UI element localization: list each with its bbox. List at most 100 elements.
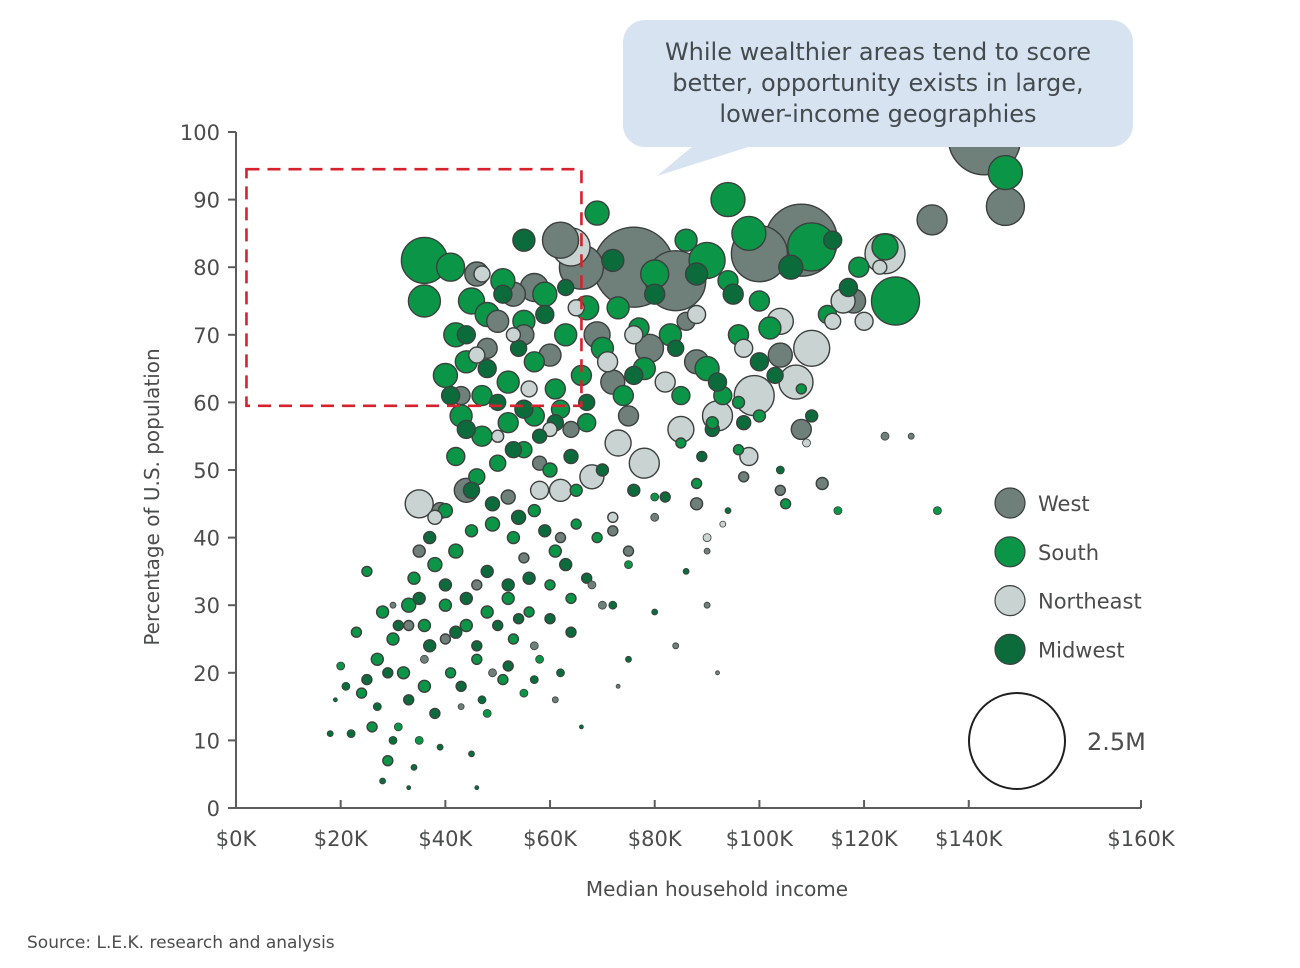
bubble-west bbox=[562, 420, 580, 439]
bubble-northeast bbox=[702, 533, 712, 542]
legend-swatch-midwest bbox=[994, 633, 1026, 666]
bubble-midwest bbox=[651, 608, 659, 616]
y-tick-label: 50 bbox=[193, 459, 220, 483]
x-tick-label: $20K bbox=[314, 827, 369, 851]
bubble-northeast bbox=[427, 509, 443, 525]
size-legend-circle bbox=[968, 692, 1066, 790]
bubble-west bbox=[907, 432, 915, 440]
callout-line-3: lower-income geographies bbox=[719, 100, 1037, 128]
bubble-south bbox=[577, 413, 597, 433]
bubble-midwest bbox=[601, 248, 625, 273]
bubble-midwest bbox=[707, 372, 728, 392]
bubble-northeast bbox=[734, 338, 754, 358]
bubble-south bbox=[393, 722, 403, 732]
bubble-midwest bbox=[595, 463, 610, 477]
bubble-south bbox=[396, 666, 411, 680]
bubble-northeast bbox=[520, 380, 538, 398]
bubble-south bbox=[386, 632, 400, 646]
bubble-midwest bbox=[423, 530, 437, 545]
bubble-south bbox=[507, 633, 520, 645]
bubble-midwest bbox=[361, 673, 373, 686]
bubble-midwest bbox=[512, 613, 525, 625]
x-tick-label: $80K bbox=[628, 827, 683, 851]
bubble-south bbox=[523, 606, 535, 618]
bubble-midwest bbox=[557, 278, 575, 297]
bubble-west bbox=[439, 633, 452, 645]
bubble-south bbox=[407, 571, 421, 585]
bubble-midwest bbox=[341, 681, 351, 691]
bubble-northeast bbox=[719, 520, 727, 528]
y-axis-title: Percentage of U.S. population bbox=[140, 348, 164, 645]
bubble-midwest bbox=[682, 568, 690, 575]
bubble-west bbox=[403, 619, 415, 632]
x-ticks: $0K $20K $40K $60K $80K $100K $120K $140K $160K bbox=[216, 800, 1176, 851]
bubble-midwest bbox=[474, 785, 480, 791]
bubble-midwest bbox=[456, 419, 476, 440]
x-tick-label: $120K bbox=[830, 827, 898, 851]
bubble-midwest bbox=[326, 730, 334, 737]
bubble-south bbox=[535, 654, 544, 664]
y-tick-label: 90 bbox=[193, 189, 220, 213]
bubble-west bbox=[767, 342, 793, 368]
bubble-midwest bbox=[529, 675, 539, 684]
bubble-south bbox=[350, 626, 363, 638]
bubble-west bbox=[607, 525, 619, 537]
bubble-northeast bbox=[505, 327, 522, 343]
bubble-northeast bbox=[793, 329, 831, 367]
bubble-west bbox=[815, 476, 829, 491]
bubble-south bbox=[366, 721, 378, 733]
bubble-midwest bbox=[456, 325, 476, 345]
bubble-northeast bbox=[491, 429, 505, 443]
bubble-midwest bbox=[624, 365, 644, 386]
bubble-south bbox=[459, 618, 473, 633]
bubble-south bbox=[675, 437, 687, 449]
bubble-midwest bbox=[502, 660, 514, 672]
bubble-west bbox=[650, 512, 660, 522]
bubble-south bbox=[732, 444, 745, 456]
bubble-northeast bbox=[607, 511, 619, 523]
bubble-midwest bbox=[455, 680, 467, 692]
bubble-south bbox=[674, 228, 698, 252]
bubble-midwest bbox=[627, 483, 641, 497]
bubble-south bbox=[446, 446, 466, 467]
callout-line-1: While wealthier areas tend to score bbox=[664, 38, 1092, 66]
bubble-south bbox=[624, 560, 633, 569]
bubble-south bbox=[606, 296, 630, 320]
legend: West South Northeast Midwest bbox=[994, 487, 1142, 666]
bubble-south bbox=[484, 516, 501, 532]
x-tick-label: $40K bbox=[418, 827, 473, 851]
bubble-northeast bbox=[624, 325, 644, 345]
bubble-south bbox=[471, 384, 493, 407]
bubble-south bbox=[438, 598, 453, 612]
legend-swatch-northeast bbox=[994, 584, 1026, 617]
bubble-south bbox=[532, 281, 558, 307]
bubble-midwest bbox=[608, 600, 618, 610]
bubble-south bbox=[336, 661, 346, 671]
bubble-west bbox=[738, 471, 750, 483]
x-tick-label: $140K bbox=[935, 827, 1003, 851]
bubble-west bbox=[419, 654, 429, 664]
bubble-south bbox=[527, 503, 541, 518]
bubble-northeast bbox=[733, 374, 775, 417]
bubble-south bbox=[497, 673, 509, 686]
bubble-northeast bbox=[529, 480, 550, 500]
bubble-northeast bbox=[628, 447, 660, 479]
bubble-south bbox=[496, 370, 520, 394]
bubble-northeast bbox=[872, 259, 888, 275]
bubble-midwest bbox=[493, 284, 513, 304]
bubble-midwest bbox=[659, 491, 671, 503]
bubble-midwest bbox=[477, 695, 487, 705]
bubble-west bbox=[703, 547, 711, 555]
bubble-northeast bbox=[686, 304, 707, 325]
bubble-midwest bbox=[531, 428, 548, 444]
bubble-west bbox=[790, 418, 812, 441]
bubble-midwest bbox=[625, 655, 632, 663]
bubble-west bbox=[598, 600, 607, 610]
bubble-midwest bbox=[581, 572, 593, 584]
bubble-west bbox=[774, 484, 786, 496]
bubble-south bbox=[569, 483, 583, 497]
bubble-west bbox=[916, 204, 948, 236]
source-note: Source: L.E.K. research and analysis bbox=[27, 933, 335, 953]
bubble-west bbox=[672, 642, 680, 650]
